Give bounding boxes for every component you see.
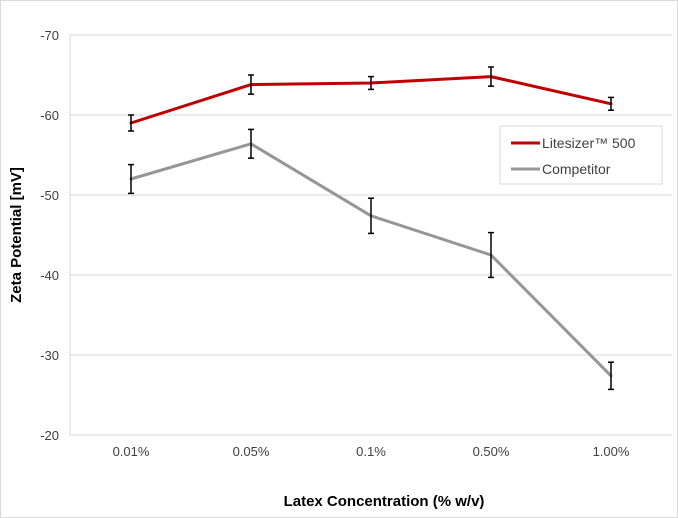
x-tick-labels: 0.01% 0.05% 0.1% 0.50% 1.00% [113, 444, 630, 459]
error-bar [488, 231, 494, 279]
error-bar [248, 74, 254, 95]
error-bar [368, 197, 374, 235]
legend-box [499, 125, 663, 185]
y-tick-label: -50 [40, 188, 59, 203]
error-bar [248, 128, 254, 159]
legend: Litesizer™ 500 Competitor [499, 125, 663, 185]
y-tick-label: -40 [40, 268, 59, 283]
error-bar [608, 96, 614, 111]
error-bars [128, 66, 614, 391]
error-bar [128, 114, 134, 132]
y-tick-label: -20 [40, 428, 59, 443]
x-tick-label: 0.05% [233, 444, 270, 459]
y-tick-label: -60 [40, 108, 59, 123]
y-tick-labels: -70 -60 -50 -40 -30 -20 [40, 28, 59, 443]
x-tick-label: 0.1% [356, 444, 386, 459]
error-bar [608, 361, 614, 391]
error-bar [488, 66, 494, 87]
x-axis-title: Latex Concentration (% w/v) [284, 493, 485, 510]
x-tick-label: 0.01% [113, 444, 150, 459]
y-tick-label: -30 [40, 348, 59, 363]
y-axis-title: Zeta Potential [mV] [8, 167, 25, 303]
gridlines [69, 34, 672, 436]
x-tick-label: 1.00% [593, 444, 630, 459]
x-tick-label: 0.50% [473, 444, 510, 459]
legend-label: Competitor [542, 161, 611, 177]
y-tick-label: -70 [40, 28, 59, 43]
error-bar [128, 163, 134, 195]
legend-label: Litesizer™ 500 [542, 135, 636, 151]
error-bar [368, 75, 374, 91]
